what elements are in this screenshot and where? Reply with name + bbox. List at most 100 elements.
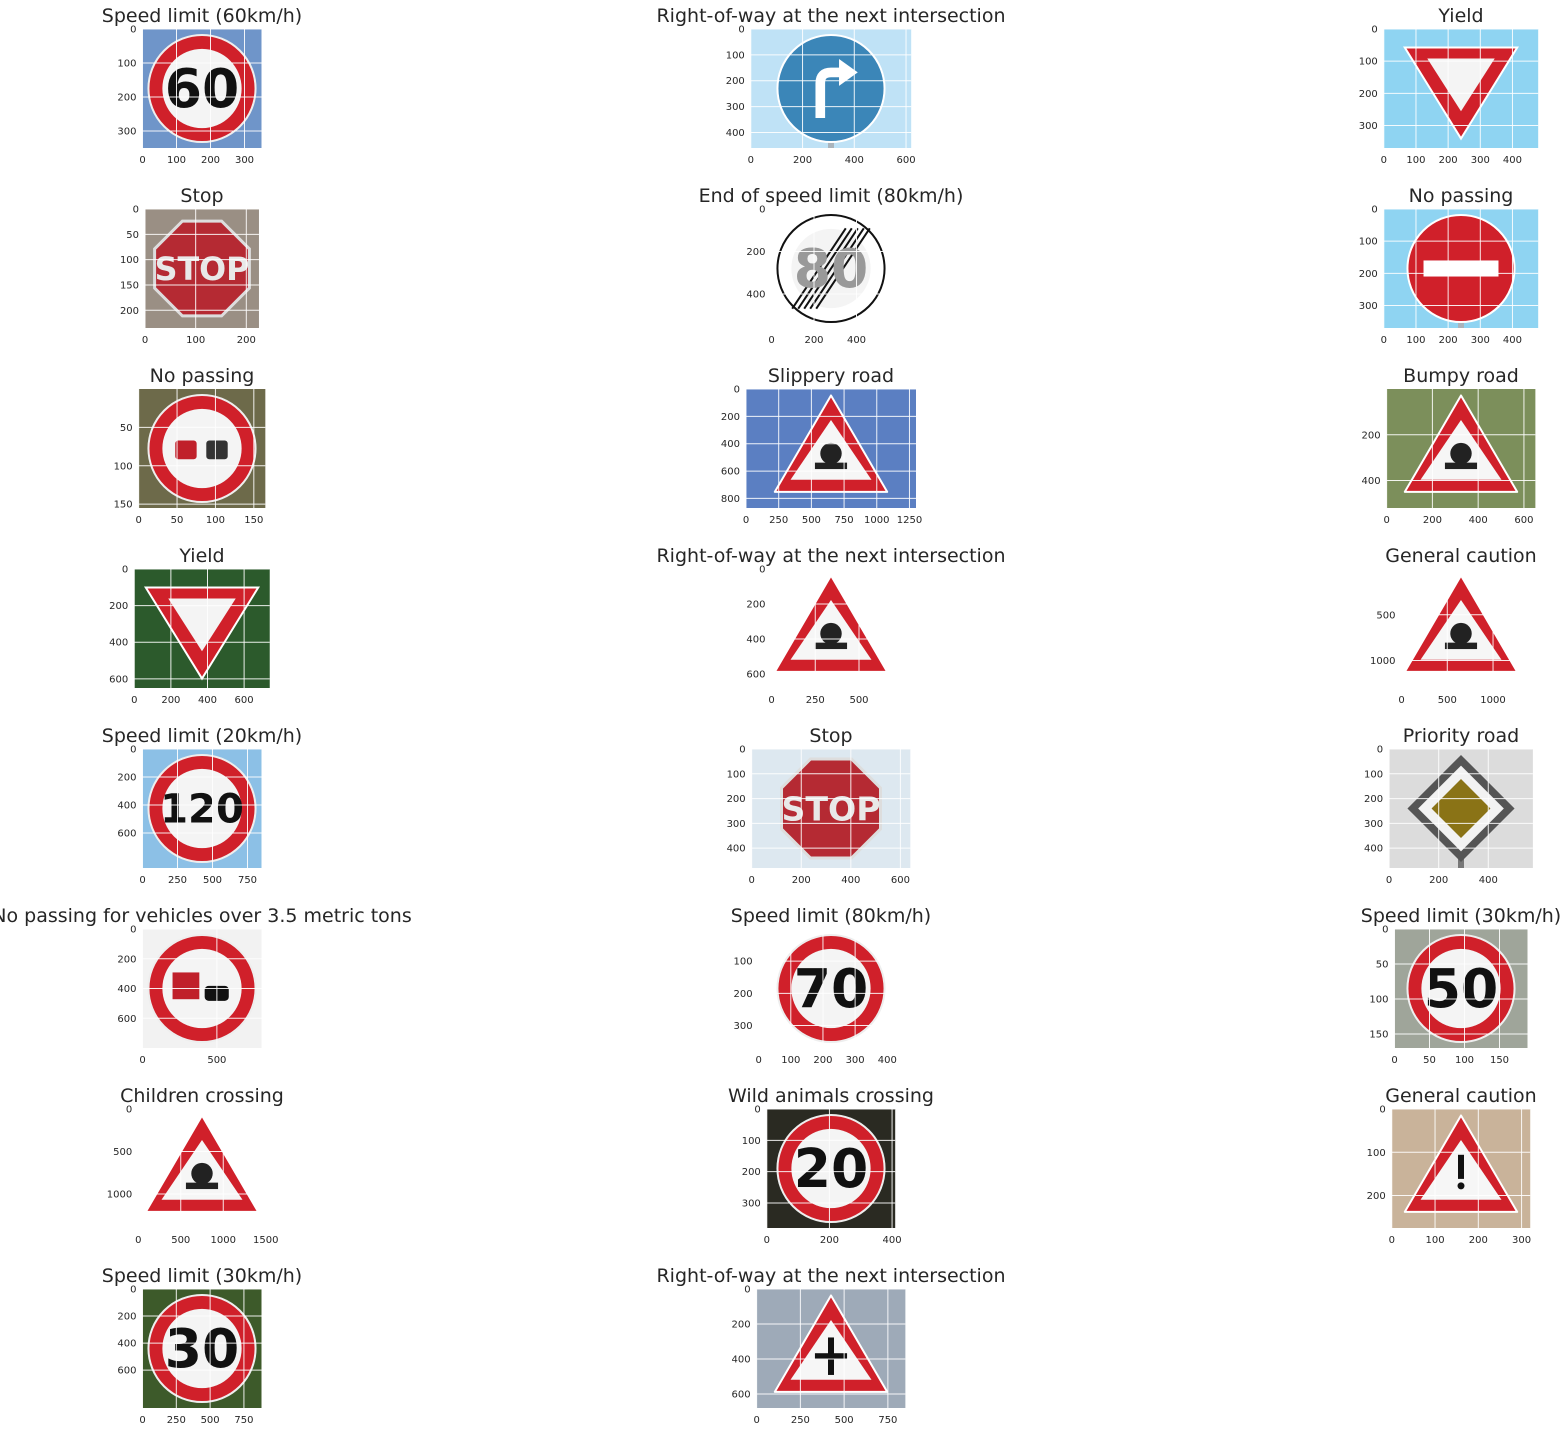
panel-22-y-tick-label: 600	[732, 1390, 751, 1401]
panel-18: 0 500 1000 1500 0 500 1000 Children crossing	[107, 1085, 284, 1246]
panel-21-y-tick-label: 600	[117, 1366, 136, 1377]
panel-17-title: Speed limit (30km/h)	[1361, 905, 1560, 927]
panel-19-x-tick-label: 200	[820, 1235, 839, 1246]
panel-6-y-tick-label: 150	[114, 500, 133, 511]
panel-1-x-tick-label: 400	[845, 155, 864, 166]
panel-8-x-tick-label: 200	[1423, 515, 1442, 526]
panel-4-y-tick-label: 0	[759, 205, 765, 216]
panel-7-y-tick-label: 0	[734, 385, 740, 396]
panel-11-merge-base	[1444, 642, 1478, 650]
panel-12-x-tick-label: 250	[168, 875, 187, 886]
panel-19-y-tick-label: 300	[742, 1198, 761, 1209]
panel-17-x-tick-label: 150	[1490, 1055, 1509, 1066]
panel-1: 0 200 400 600 0 100 200 300 400 Right-of-way at t…	[656, 5, 1005, 166]
panel-9-y-tick-label: 200	[109, 601, 128, 612]
panel-21-x-tick-label: 250	[167, 1415, 186, 1426]
panel-7-car-base	[814, 462, 848, 470]
panel-6-y-tick-label: 100	[114, 461, 133, 472]
panel-10-title: Right-of-way at the next intersection	[656, 545, 1005, 567]
panel-10-y-tick-label: 600	[746, 670, 765, 681]
panel-17-sign-number: 50	[1424, 957, 1499, 1020]
panel-22-y-tick-label: 400	[732, 1355, 751, 1366]
panel-7-x-tick-label: 1000	[864, 515, 889, 526]
panel-11-title: General caution	[1385, 545, 1536, 567]
panel-2-title: Yield	[1437, 5, 1483, 27]
panel-21-x-tick-label: 750	[234, 1415, 253, 1426]
panel-18-sign	[144, 1114, 260, 1213]
panel-5-x-tick-label: 100	[1406, 335, 1425, 346]
panel-5-y-tick-label: 0	[1371, 205, 1377, 216]
panel-15-y-tick-label: 400	[117, 984, 136, 995]
panel-12-x-tick-label: 750	[238, 875, 257, 886]
panel-8-x-tick-label: 400	[1469, 515, 1488, 526]
panel-9-title: Yield	[178, 545, 224, 567]
panel-18-children-base	[185, 1182, 219, 1190]
panel-20-exclamation-dot	[1457, 1182, 1465, 1190]
panel-2: 0 100 200 300 400 0 100 200 300 Yield	[1359, 5, 1539, 166]
panel-4-sign: 80	[776, 213, 886, 324]
panel-21-sign-face	[162, 1308, 242, 1389]
panel-12-x-tick-label: 0	[139, 875, 145, 886]
panel-2-x-tick-label: 300	[1471, 155, 1490, 166]
panel-5-title: No passing	[1409, 185, 1514, 207]
panel-20-sign	[1403, 1114, 1519, 1213]
panel-16-y-tick-label: 200	[734, 989, 753, 1000]
panel-0-sign-number: 60	[165, 57, 240, 120]
panel-3-y-tick-label: 200	[120, 306, 139, 317]
panel-3-x-tick-label: 100	[186, 335, 205, 346]
panel-13-x-tick-label: 200	[792, 875, 811, 886]
panel-7-y-tick-label: 600	[721, 467, 740, 478]
panel-3-y-tick-label: 150	[120, 280, 139, 291]
panel-0-sign-face	[162, 48, 242, 129]
panel-13-x-tick-label: 600	[891, 875, 910, 886]
panel-11-x-tick-label: 0	[1398, 695, 1404, 706]
panel-3-stop-text: STOP	[155, 252, 250, 288]
panel-6-title: No passing	[150, 365, 255, 387]
panel-10-y-tick-label: 200	[746, 600, 765, 611]
panel-2-y-tick-label: 100	[1359, 57, 1378, 68]
panel-16-sign-number: 70	[794, 957, 869, 1020]
panel-17-x-tick-label: 0	[1391, 1055, 1397, 1066]
panel-9-sign	[143, 586, 261, 681]
panel-16-x-tick-label: 400	[878, 1055, 897, 1066]
panel-9-x-tick-label: 400	[198, 695, 217, 706]
panel-7-y-tick-label: 200	[721, 412, 740, 423]
panel-6-sign-face	[162, 408, 242, 489]
panel-14-sign-face	[1431, 779, 1491, 838]
panel-0-y-tick-label: 200	[117, 93, 136, 104]
panel-7: 0 250 500 750 1000 1250 0 200 400 600 800 Slippery …	[721, 365, 922, 526]
panel-3-title: Stop	[180, 185, 223, 207]
panel-22-x-tick-label: 250	[791, 1415, 810, 1426]
panel-6-x-tick-label: 100	[206, 515, 225, 526]
panel-21-title: Speed limit (30km/h)	[102, 1265, 302, 1287]
panel-22: 0 250 500 750 0 200 400 600 Right-of-way at the …	[656, 1265, 1005, 1426]
panel-1-x-tick-label: 600	[896, 155, 915, 166]
panel-7-x-tick-label: 0	[743, 515, 749, 526]
panel-1-x-tick-label: 200	[793, 155, 812, 166]
panel-17-x-tick-label: 100	[1455, 1055, 1474, 1066]
panel-19-sign: 20	[776, 1113, 886, 1224]
panel-7-title: Slippery road	[768, 365, 894, 387]
panel-14-x-tick-label: 200	[1429, 875, 1448, 886]
panel-12-y-tick-label: 400	[117, 801, 136, 812]
panel-18-x-tick-label: 1000	[211, 1235, 236, 1246]
panel-12-title: Speed limit (20km/h)	[102, 725, 302, 747]
panel-8-x-tick-label: 0	[1383, 515, 1389, 526]
panel-19-sign-number: 20	[794, 1137, 869, 1200]
panel-3-x-tick-label: 200	[237, 335, 256, 346]
panel-5-x-tick-label: 0	[1381, 335, 1387, 346]
panel-20: 0 100 200 300 0 100 200 General caution	[1367, 1085, 1537, 1246]
panel-20-y-tick-label: 100	[1367, 1148, 1386, 1159]
panel-14-y-tick-label: 300	[1364, 819, 1383, 830]
panel-5-white-bar	[1423, 260, 1499, 277]
panel-8-y-tick-label: 400	[1362, 476, 1381, 487]
panel-11-x-tick-label: 500	[1438, 695, 1457, 706]
panel-22-x-tick-label: 0	[753, 1415, 759, 1426]
panel-12-sign-number: 120	[160, 787, 244, 833]
panel-11-y-tick-label: 500	[1376, 610, 1395, 621]
panel-0-x-tick-label: 100	[167, 155, 186, 166]
panel-4-end-stripe	[815, 227, 871, 310]
panel-12: 120 0 250 500 750 0 200 400 600 Speed limit (20km…	[102, 725, 302, 886]
panel-16-y-tick-label: 100	[734, 957, 753, 968]
panel-17-x-tick-label: 50	[1423, 1055, 1436, 1066]
